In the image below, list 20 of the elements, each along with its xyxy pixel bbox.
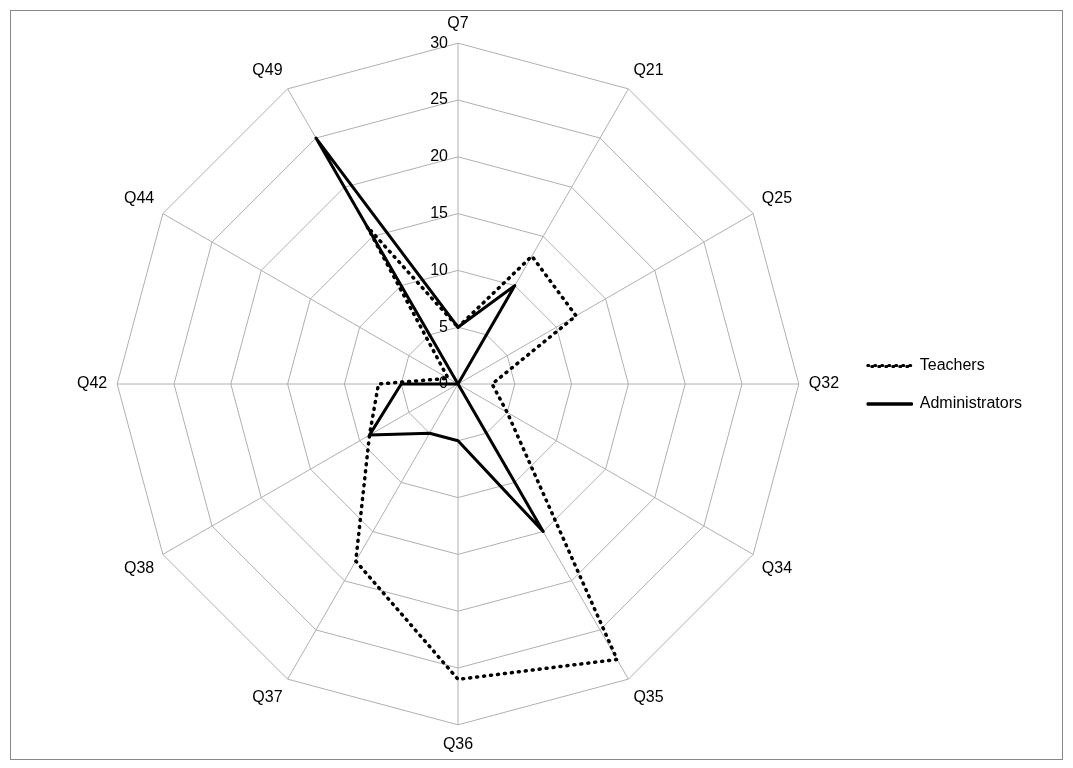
- spoke-label: Q36: [442, 734, 474, 752]
- spoke-label: Q44: [123, 189, 155, 207]
- y-tick-label: 25: [430, 90, 449, 108]
- y-tick-label: 20: [430, 147, 449, 165]
- legend-label: Teachers: [919, 356, 985, 374]
- y-tick-label: 5: [439, 317, 449, 335]
- spoke-label: Q49: [252, 61, 283, 78]
- y-tick-label: 30: [430, 33, 449, 51]
- spoke-label: Q42: [76, 374, 108, 392]
- spoke-label: Q34: [761, 559, 793, 577]
- spoke-label: Q32: [808, 374, 840, 392]
- spoke-label: Q37: [252, 687, 283, 705]
- y-tick-label: 10: [430, 260, 449, 278]
- legend-label: Administrators: [919, 394, 1022, 412]
- spoke-label: Q25: [761, 189, 793, 207]
- spoke-label: Q38: [123, 559, 155, 577]
- spoke-label: Q21: [633, 61, 664, 78]
- y-tick-label: 15: [430, 204, 449, 222]
- spoke-label: Q35: [633, 687, 664, 705]
- spoke-label: Q7: [447, 14, 469, 32]
